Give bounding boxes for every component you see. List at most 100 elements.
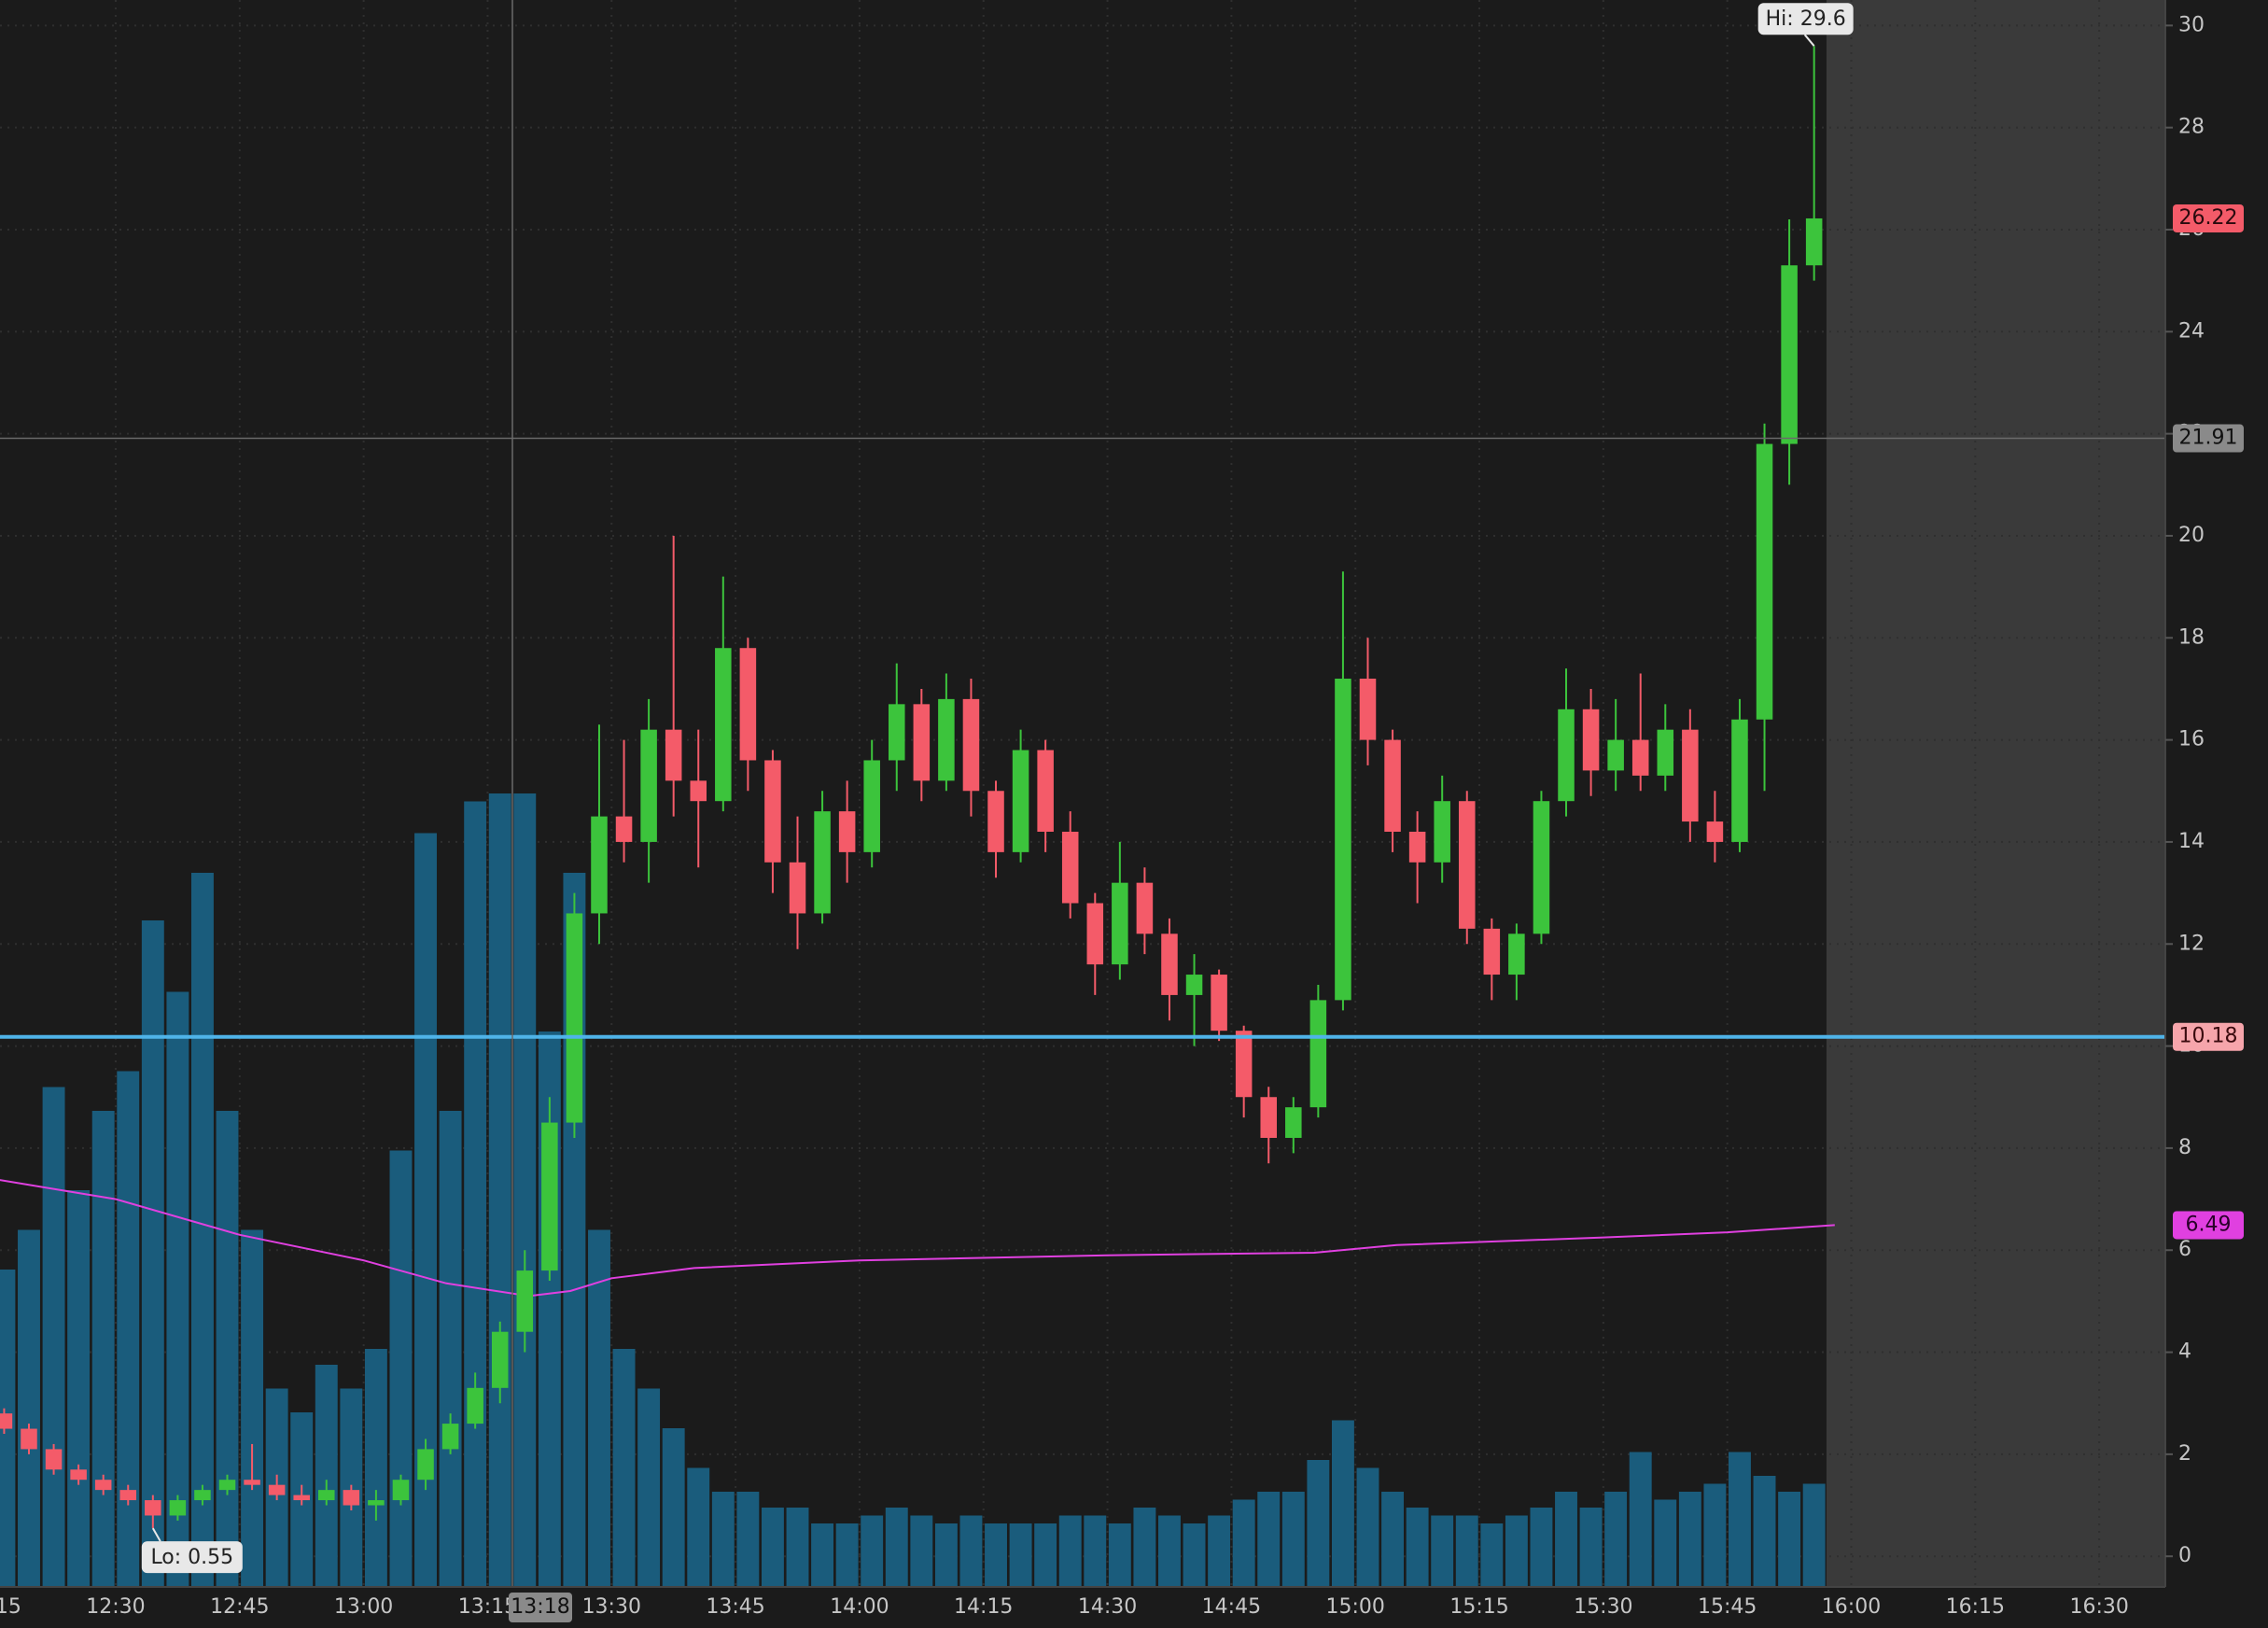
y-tick-label: 20 [2178, 524, 2205, 547]
x-tick-label: 13:30 [582, 1595, 641, 1619]
candle-body [591, 816, 608, 914]
candle-body [566, 913, 583, 1123]
volume-bar [1381, 1492, 1405, 1587]
candle-body [541, 1122, 558, 1271]
volume-bar [1232, 1499, 1255, 1587]
candle-body [1136, 882, 1154, 934]
candle-body [1781, 265, 1798, 444]
y-tick-label: 18 [2178, 625, 2205, 649]
candle-body [1384, 739, 1401, 832]
x-tick-label: 13:15 [458, 1595, 517, 1619]
candle-body [1185, 975, 1203, 995]
volume-bar [736, 1492, 760, 1587]
x-tick-label: 12:45 [210, 1595, 269, 1619]
candle-body [814, 811, 831, 914]
candle-body [194, 1490, 211, 1501]
volume-bar [1480, 1523, 1504, 1587]
crosshair-time-box [509, 1593, 573, 1622]
candle-body [1805, 218, 1823, 266]
volume-bar [985, 1523, 1007, 1587]
candle-body [1533, 801, 1550, 934]
hi-label: Hi: 29.6 [1766, 7, 1846, 31]
last-price-tag-box [2173, 204, 2244, 232]
candle-body [268, 1484, 286, 1495]
volume-bar [1034, 1523, 1057, 1587]
x-tick-label: 12:30 [86, 1595, 145, 1619]
candle-body [1211, 975, 1227, 1032]
crosshair-price-tag-box [2173, 424, 2244, 453]
volume-bar [1555, 1492, 1577, 1587]
candle-body [615, 816, 633, 842]
y-tick-label: 6 [2178, 1238, 2191, 1261]
volume-bar [1579, 1508, 1603, 1587]
volume-bar [885, 1508, 908, 1587]
vwap-line [0, 1179, 1835, 1298]
candle-body [863, 760, 880, 852]
volume-bar [1133, 1508, 1156, 1587]
crosshair-price-tag: 21.91 [2179, 427, 2238, 450]
volume-bar [1331, 1420, 1354, 1587]
volume-bar [1058, 1515, 1082, 1587]
candle-body [1458, 801, 1476, 929]
x-tick-label: 13:45 [706, 1595, 764, 1619]
volume-bar [91, 1111, 115, 1587]
candle-body [1235, 1031, 1253, 1098]
y-tick-label: 24 [2178, 319, 2205, 343]
candle-body [715, 648, 732, 802]
candle-body [1335, 679, 1351, 1001]
level-price-tag-box [2173, 1022, 2244, 1051]
candle-body [888, 704, 905, 761]
candle-body [1086, 903, 1104, 965]
candle-body [318, 1490, 335, 1501]
x-tick-label: 16:00 [1822, 1595, 1881, 1619]
candle-body [1508, 933, 1525, 975]
volume-bar [439, 1111, 462, 1587]
x-tick-label: 16:15 [1946, 1595, 2005, 1619]
candle-body [1012, 750, 1029, 852]
volume-bar [389, 1150, 413, 1587]
volume-bar [1530, 1508, 1553, 1587]
volume-bar [42, 1087, 65, 1587]
volume-bar [1281, 1492, 1305, 1587]
hi-box [1757, 3, 1854, 35]
candle-body [1260, 1097, 1278, 1138]
candle-body [640, 729, 657, 842]
volume-bar [761, 1508, 784, 1587]
vwap-price-tag-box [2173, 1211, 2244, 1240]
after-hours-shade [1826, 0, 2165, 1587]
volume-bar [835, 1523, 859, 1587]
x-tick-label: 14:30 [1078, 1595, 1137, 1619]
volume-bar [588, 1229, 610, 1587]
volume-bar [687, 1467, 710, 1587]
volume-bar [934, 1523, 958, 1587]
level-price-tag: 10.18 [2179, 1025, 2238, 1048]
volume-bar [67, 1190, 91, 1587]
x-tick-label: 15:45 [1698, 1595, 1757, 1619]
y-tick-label: 14 [2178, 830, 2205, 853]
y-tick-label: 16 [2178, 728, 2205, 751]
volume-bar [1307, 1460, 1330, 1587]
x-tick-label: 12:15 [0, 1595, 21, 1619]
volume-bar [861, 1515, 884, 1587]
candle-body [1285, 1107, 1302, 1138]
volume-bar [1108, 1523, 1131, 1587]
volume-bar [1406, 1508, 1429, 1587]
volume-bar [1009, 1523, 1032, 1587]
volume-bar [364, 1349, 387, 1587]
candle-body [169, 1500, 187, 1516]
candle-body [441, 1424, 459, 1450]
vwap-price-tag: 6.49 [2186, 1213, 2232, 1236]
volume-bar [1753, 1476, 1776, 1587]
candle-body [70, 1469, 87, 1481]
volume-bar [513, 793, 537, 1587]
y-tick-label: 28 [2178, 116, 2205, 139]
volume-bar [1158, 1515, 1181, 1587]
candle-body [293, 1495, 310, 1501]
volume-bar [241, 1229, 264, 1587]
volume-bar [711, 1492, 735, 1587]
volume-bar [1629, 1452, 1652, 1587]
candle-body [45, 1449, 63, 1470]
volume-bar [190, 873, 214, 1587]
candle-body [987, 791, 1004, 852]
candle-body [516, 1270, 534, 1332]
